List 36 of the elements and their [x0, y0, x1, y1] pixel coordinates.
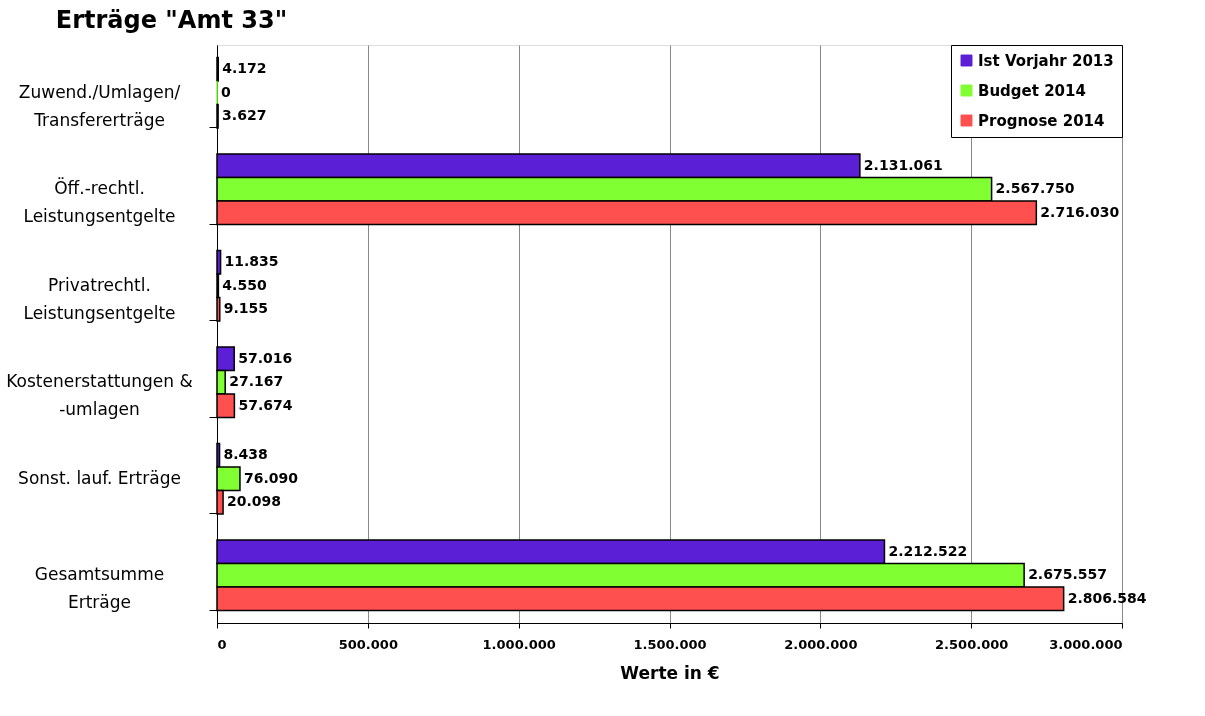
y-tick-label: Kostenerstattungen & -umlagen [6, 371, 193, 420]
y-tick-label: Gesamtsumme Erträge [34, 564, 165, 613]
x-tick-label: 2.500.000 [935, 636, 1009, 652]
data-label: 2.675.557 [1028, 566, 1107, 583]
data-label: 57.016 [238, 349, 293, 366]
x-tick-label: 3.000.000 [1049, 636, 1123, 652]
x-tick-label: 1.000.000 [482, 636, 556, 652]
y-tick-label: Zuwend./Umlagen/ Transfererträge [18, 81, 181, 130]
data-label: 2.716.030 [1040, 203, 1120, 220]
data-label: 4.550 [222, 276, 267, 293]
data-label: 9.155 [223, 300, 269, 317]
data-label: 11.835 [224, 253, 279, 270]
x-tick-label: 2.000.000 [784, 636, 858, 652]
x-tick-label: 0 [217, 636, 227, 652]
legend-label: Ist Vorjahr 2013 [978, 51, 1114, 70]
x-tick-label: 500.000 [338, 636, 398, 652]
data-label: 2.806.584 [1067, 589, 1147, 606]
chart-title: Erträge "Amt 33" [55, 5, 288, 34]
data-label: 57.674 [238, 396, 293, 413]
legend-label: Budget 2014 [978, 81, 1086, 100]
data-label: 27.167 [229, 373, 284, 390]
y-tick-label: Öff.-rechtl. Leistungsentgelte [23, 177, 176, 227]
x-axis-title: Werte in € [620, 662, 720, 683]
x-tick-label: 1.500.000 [633, 636, 707, 652]
y-tick-label: Privatrechtl. Leistungsentgelte [23, 274, 176, 323]
data-label: 8.438 [223, 446, 268, 463]
data-label: 2.212.522 [888, 542, 968, 559]
y-tick-label: Sonst. lauf. Erträge [18, 467, 181, 488]
data-label: 2.131.061 [863, 156, 943, 173]
data-label: 20.098 [227, 493, 282, 510]
data-label: 2.567.750 [995, 180, 1075, 197]
data-label: 0 [221, 83, 231, 100]
data-label: 4.172 [222, 60, 267, 77]
legend-label: Prognose 2014 [978, 111, 1105, 130]
data-label: 76.090 [243, 469, 299, 486]
data-label: 3.627 [222, 107, 267, 124]
